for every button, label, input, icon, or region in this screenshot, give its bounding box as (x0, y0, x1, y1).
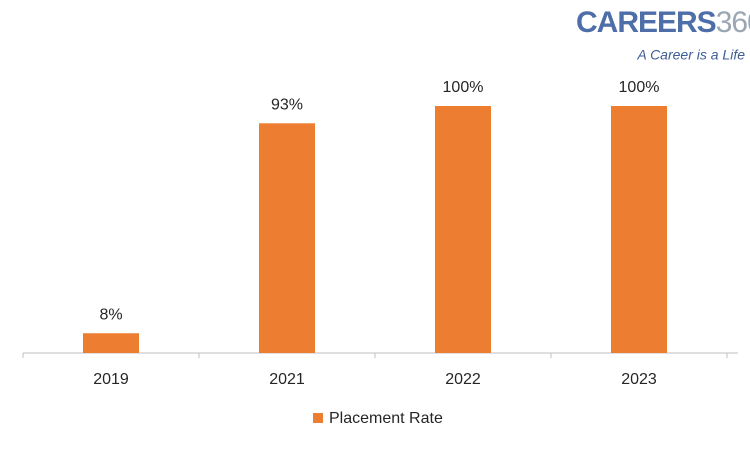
logo-tagline: A Career is a Life (636, 47, 745, 63)
bar (259, 123, 315, 353)
bar (611, 106, 667, 353)
bar (435, 106, 491, 353)
value-label: 100% (443, 79, 484, 96)
value-label: 100% (619, 79, 660, 96)
legend-swatch (313, 413, 323, 423)
value-label: 93% (271, 97, 303, 114)
x-tick-label: 2021 (269, 371, 305, 388)
logo: CAREERS360 (576, 6, 750, 39)
value-label: 8% (99, 306, 122, 323)
bar (83, 333, 139, 353)
x-tick-label: 2023 (621, 371, 657, 388)
logo-number: 360 (716, 6, 750, 39)
x-tick-label: 2019 (93, 371, 129, 388)
logo-brand: CAREERS (576, 6, 716, 39)
legend-label: Placement Rate (329, 410, 443, 427)
x-tick-label: 2022 (445, 371, 481, 388)
